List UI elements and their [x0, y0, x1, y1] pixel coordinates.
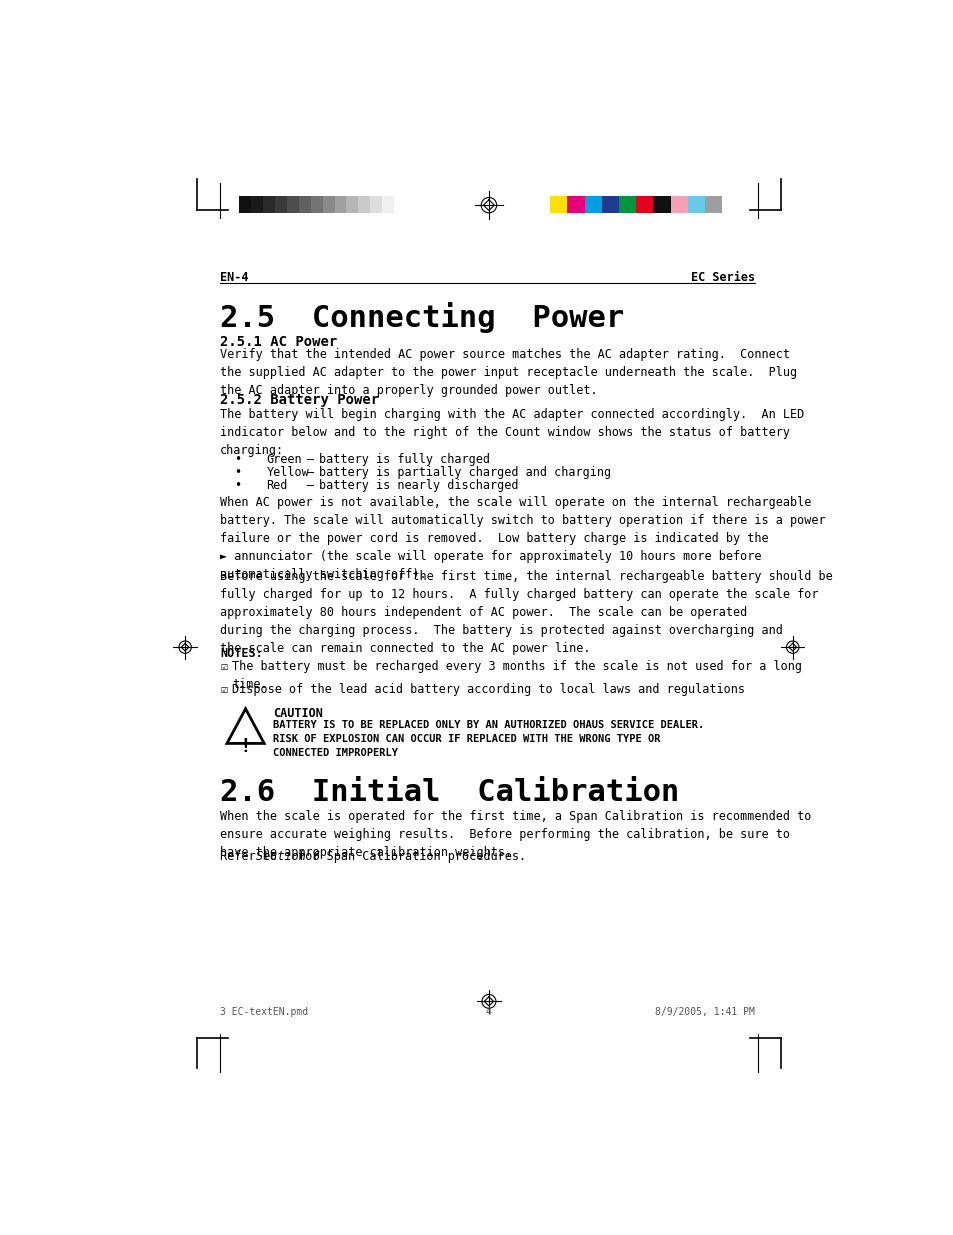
Bar [263, 196, 274, 212]
Bar [274, 196, 287, 212]
Bar [618, 196, 636, 212]
Bar [670, 196, 687, 212]
Text: ☑: ☑ [220, 683, 227, 697]
Text: Before using the scale for the first time, the internal rechargeable battery sho: Before using the scale for the first tim… [220, 571, 832, 655]
Text: EC Series: EC Series [690, 272, 754, 284]
Text: Red: Red [266, 479, 288, 493]
Text: 2.5.2 Battery Power: 2.5.2 Battery Power [220, 393, 378, 408]
Text: 2.5.1 AC Power: 2.5.1 AC Power [220, 335, 337, 348]
Polygon shape [227, 709, 264, 743]
Text: When AC power is not available, the scale will operate on the internal rechargea: When AC power is not available, the scal… [220, 496, 824, 582]
Text: Dispose of the lead acid battery according to local laws and regulations: Dispose of the lead acid battery accordi… [233, 683, 744, 697]
Text: battery is partially charged and charging: battery is partially charged and chargin… [319, 466, 611, 479]
Bar [653, 196, 670, 212]
Bar [584, 196, 601, 212]
Text: 2.5  Connecting  Power: 2.5 Connecting Power [220, 303, 623, 333]
Bar [322, 196, 335, 212]
Bar [335, 196, 346, 212]
Bar [567, 196, 584, 212]
Text: 4: 4 [485, 1007, 492, 1016]
Bar [287, 196, 298, 212]
Text: battery is nearly discharged: battery is nearly discharged [319, 479, 518, 493]
Text: 2.6  Initial  Calibration: 2.6 Initial Calibration [220, 778, 679, 806]
Text: EN-4: EN-4 [220, 272, 248, 284]
Text: for Span Calibration procedures.: for Span Calibration procedures. [291, 851, 526, 863]
Bar [251, 196, 263, 212]
Text: –: – [307, 479, 314, 493]
Text: The battery will begin charging with the AC adapter connected accordingly.  An L: The battery will begin charging with the… [220, 409, 803, 457]
Text: battery is fully charged: battery is fully charged [319, 453, 490, 466]
Text: Section 6: Section 6 [255, 851, 319, 863]
Text: Green: Green [266, 453, 302, 466]
Text: –: – [307, 466, 314, 479]
Bar [358, 196, 370, 212]
Text: Refer to: Refer to [220, 851, 284, 863]
Text: •: • [233, 466, 241, 479]
Text: Yellow: Yellow [266, 466, 309, 479]
Text: NOTES:: NOTES: [220, 647, 262, 661]
Text: •: • [233, 453, 241, 466]
Bar [636, 196, 653, 212]
Bar [382, 196, 394, 212]
Text: CAUTION: CAUTION [273, 708, 322, 720]
Text: The battery must be recharged every 3 months if the scale is not used for a long: The battery must be recharged every 3 mo… [233, 661, 801, 692]
Bar [370, 196, 382, 212]
Text: 3 EC-textEN.pmd: 3 EC-textEN.pmd [220, 1007, 308, 1016]
Bar [704, 196, 721, 212]
Bar [550, 196, 567, 212]
Bar [687, 196, 704, 212]
Bar [346, 196, 358, 212]
Text: Verify that the intended AC power source matches the AC adapter rating.  Connect: Verify that the intended AC power source… [220, 348, 797, 398]
Text: •: • [233, 479, 241, 493]
Text: –: – [307, 453, 314, 466]
Text: When the scale is operated for the first time, a Span Calibration is recommended: When the scale is operated for the first… [220, 810, 810, 860]
Text: ☑: ☑ [220, 661, 227, 673]
Bar [298, 196, 311, 212]
Bar [239, 196, 251, 212]
Bar [394, 196, 406, 212]
Bar [311, 196, 322, 212]
Text: 8/9/2005, 1:41 PM: 8/9/2005, 1:41 PM [654, 1007, 754, 1016]
Text: BATTERY IS TO BE REPLACED ONLY BY AN AUTHORIZED OHAUS SERVICE DEALER.
RISK OF EX: BATTERY IS TO BE REPLACED ONLY BY AN AUT… [273, 720, 703, 757]
Bar [601, 196, 618, 212]
Text: !: ! [239, 737, 252, 756]
